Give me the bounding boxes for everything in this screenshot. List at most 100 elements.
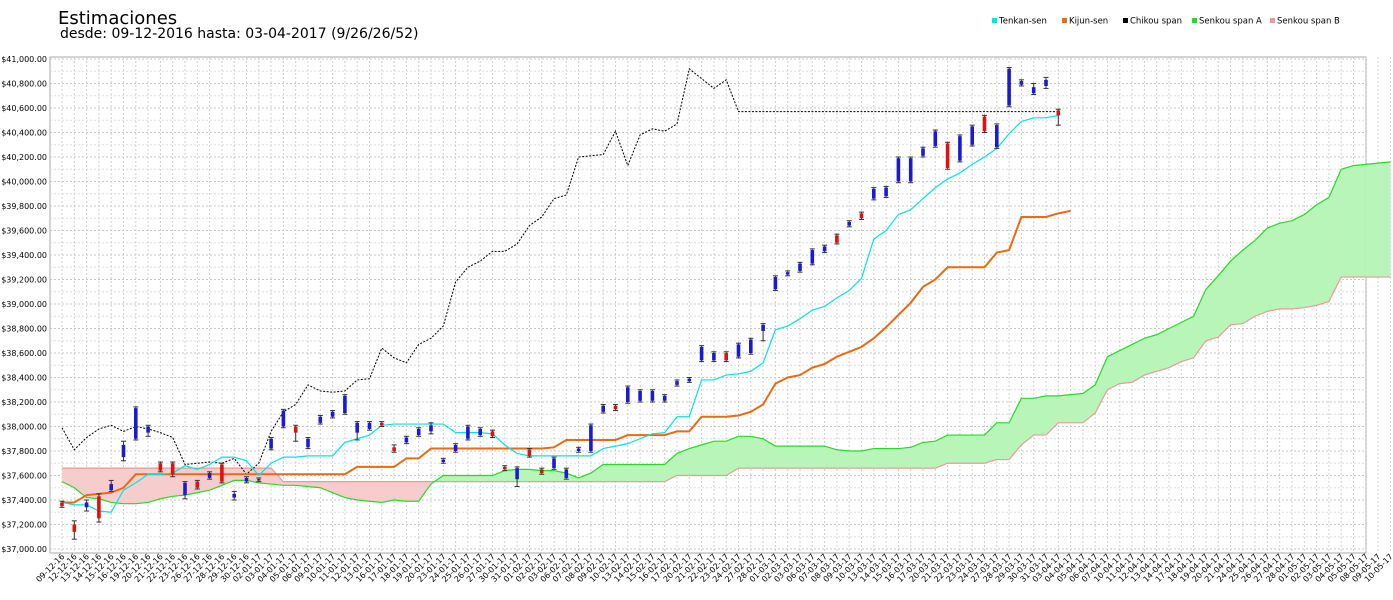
y-tick-label: $37,800.00	[1, 447, 47, 456]
cloud-segment	[763, 438, 776, 469]
candle-body	[675, 381, 679, 385]
y-tick-label: $40,800.00	[1, 80, 47, 89]
cloud-segment	[1193, 289, 1206, 358]
y-tick-label: $40,600.00	[1, 104, 47, 113]
candle-body	[441, 459, 446, 463]
candle-body	[576, 448, 581, 451]
candles	[59, 67, 1061, 540]
candle-body	[982, 116, 987, 132]
candle-body	[908, 158, 913, 182]
candle-body	[687, 378, 692, 382]
chikou-span-line	[61, 67, 1059, 476]
candle-body	[662, 395, 667, 401]
candle-body	[429, 425, 433, 432]
cloud-segment	[1033, 395, 1046, 436]
cloud-segment	[750, 436, 764, 469]
cloud-segment	[861, 448, 874, 469]
candle-body	[872, 188, 876, 199]
cloud-segment	[800, 446, 813, 469]
candle-body	[330, 411, 335, 417]
cloud-segment	[283, 481, 296, 486]
candle-body	[380, 422, 384, 426]
candle-body	[257, 479, 261, 481]
cloud-segment	[1205, 275, 1219, 341]
cloud-segment	[1144, 334, 1157, 376]
cloud-segment	[492, 470, 505, 482]
y-tick-label: $39,200.00	[1, 276, 47, 285]
y-tick-label: $38,400.00	[1, 374, 47, 383]
candle-body	[146, 426, 150, 433]
cloud-segment	[554, 470, 567, 482]
cloud-segment	[1156, 328, 1169, 372]
cloud-segment	[1082, 384, 1096, 423]
cloud-segment	[1328, 169, 1342, 302]
candle-body	[220, 464, 224, 482]
legend-swatch	[992, 18, 997, 23]
cloud-segment	[566, 473, 579, 482]
candle-body	[109, 484, 113, 491]
candle-body	[60, 502, 64, 507]
cloud-segment	[627, 464, 641, 482]
candle-body	[921, 148, 925, 156]
legend-label: Senkou span B	[1277, 17, 1340, 27]
cloud-segment	[1292, 214, 1305, 309]
chart-subtitle: desde: 09-12-2016 hasta: 03-04-2017 (9/2…	[60, 26, 419, 42]
kumo-cloud	[62, 161, 1391, 504]
chart-title: Estimaciones	[58, 8, 177, 29]
cloud-segment	[836, 449, 850, 469]
x-axis: 09-12-1612-12-1613-12-1614-12-1615-12-16…	[34, 552, 1393, 584]
indicator-lines	[61, 67, 1391, 513]
cloud-segment	[1070, 393, 1083, 423]
cloud-segment	[344, 481, 358, 500]
senkou-span-b-line	[62, 276, 1391, 483]
legend-swatch	[1270, 18, 1275, 23]
cloud-segment	[98, 468, 112, 503]
cloud-segment	[111, 468, 124, 504]
cloud-segment	[480, 475, 493, 482]
cloud-segment	[517, 469, 530, 482]
cloud-segment	[959, 435, 973, 464]
candle-body	[232, 493, 236, 498]
cloud-segment	[541, 470, 554, 482]
cloud-segment	[1378, 161, 1391, 278]
cloud-segment	[1095, 356, 1108, 414]
candle-body	[158, 463, 163, 471]
cloud-segment	[394, 481, 407, 502]
candle-body	[355, 422, 359, 433]
candle-body	[798, 263, 802, 271]
cloud-segment	[1353, 164, 1366, 278]
cloud-segment	[148, 468, 161, 503]
cloud-segment	[369, 481, 382, 503]
cloud-segment	[615, 464, 628, 482]
cloud-segment	[701, 441, 714, 476]
candle-body	[601, 405, 605, 412]
y-tick-label: $37,200.00	[1, 521, 47, 530]
candle-body	[835, 235, 839, 243]
candle-body	[306, 438, 310, 448]
candle-body	[1056, 110, 1061, 116]
cloud-segment	[1267, 223, 1280, 312]
candle-body	[970, 126, 974, 145]
legend-swatch	[1123, 18, 1128, 23]
candle-body	[515, 468, 519, 480]
legend-label: Senkou span A	[1199, 17, 1262, 27]
candle-body	[121, 444, 126, 458]
cloud-segment	[86, 468, 99, 499]
cloud-segment	[886, 448, 899, 469]
cloud-segment	[455, 475, 468, 482]
candle-body	[896, 158, 901, 182]
cloud-segment	[726, 436, 739, 476]
candle-body	[589, 425, 593, 451]
y-tick-label: $40,200.00	[1, 153, 47, 162]
cloud-segment	[1365, 163, 1379, 278]
candle-body	[859, 213, 864, 219]
legend-label: Kijun-sen	[1069, 17, 1108, 27]
cloud-segment	[1316, 197, 1329, 306]
candle-body	[749, 339, 753, 353]
candle-body	[367, 422, 372, 429]
y-tick-label: $39,600.00	[1, 227, 47, 236]
cloud-segment	[406, 481, 419, 502]
cloud-segment	[1181, 316, 1194, 362]
candle-body	[761, 324, 765, 331]
y-tick-label: $39,000.00	[1, 300, 47, 309]
